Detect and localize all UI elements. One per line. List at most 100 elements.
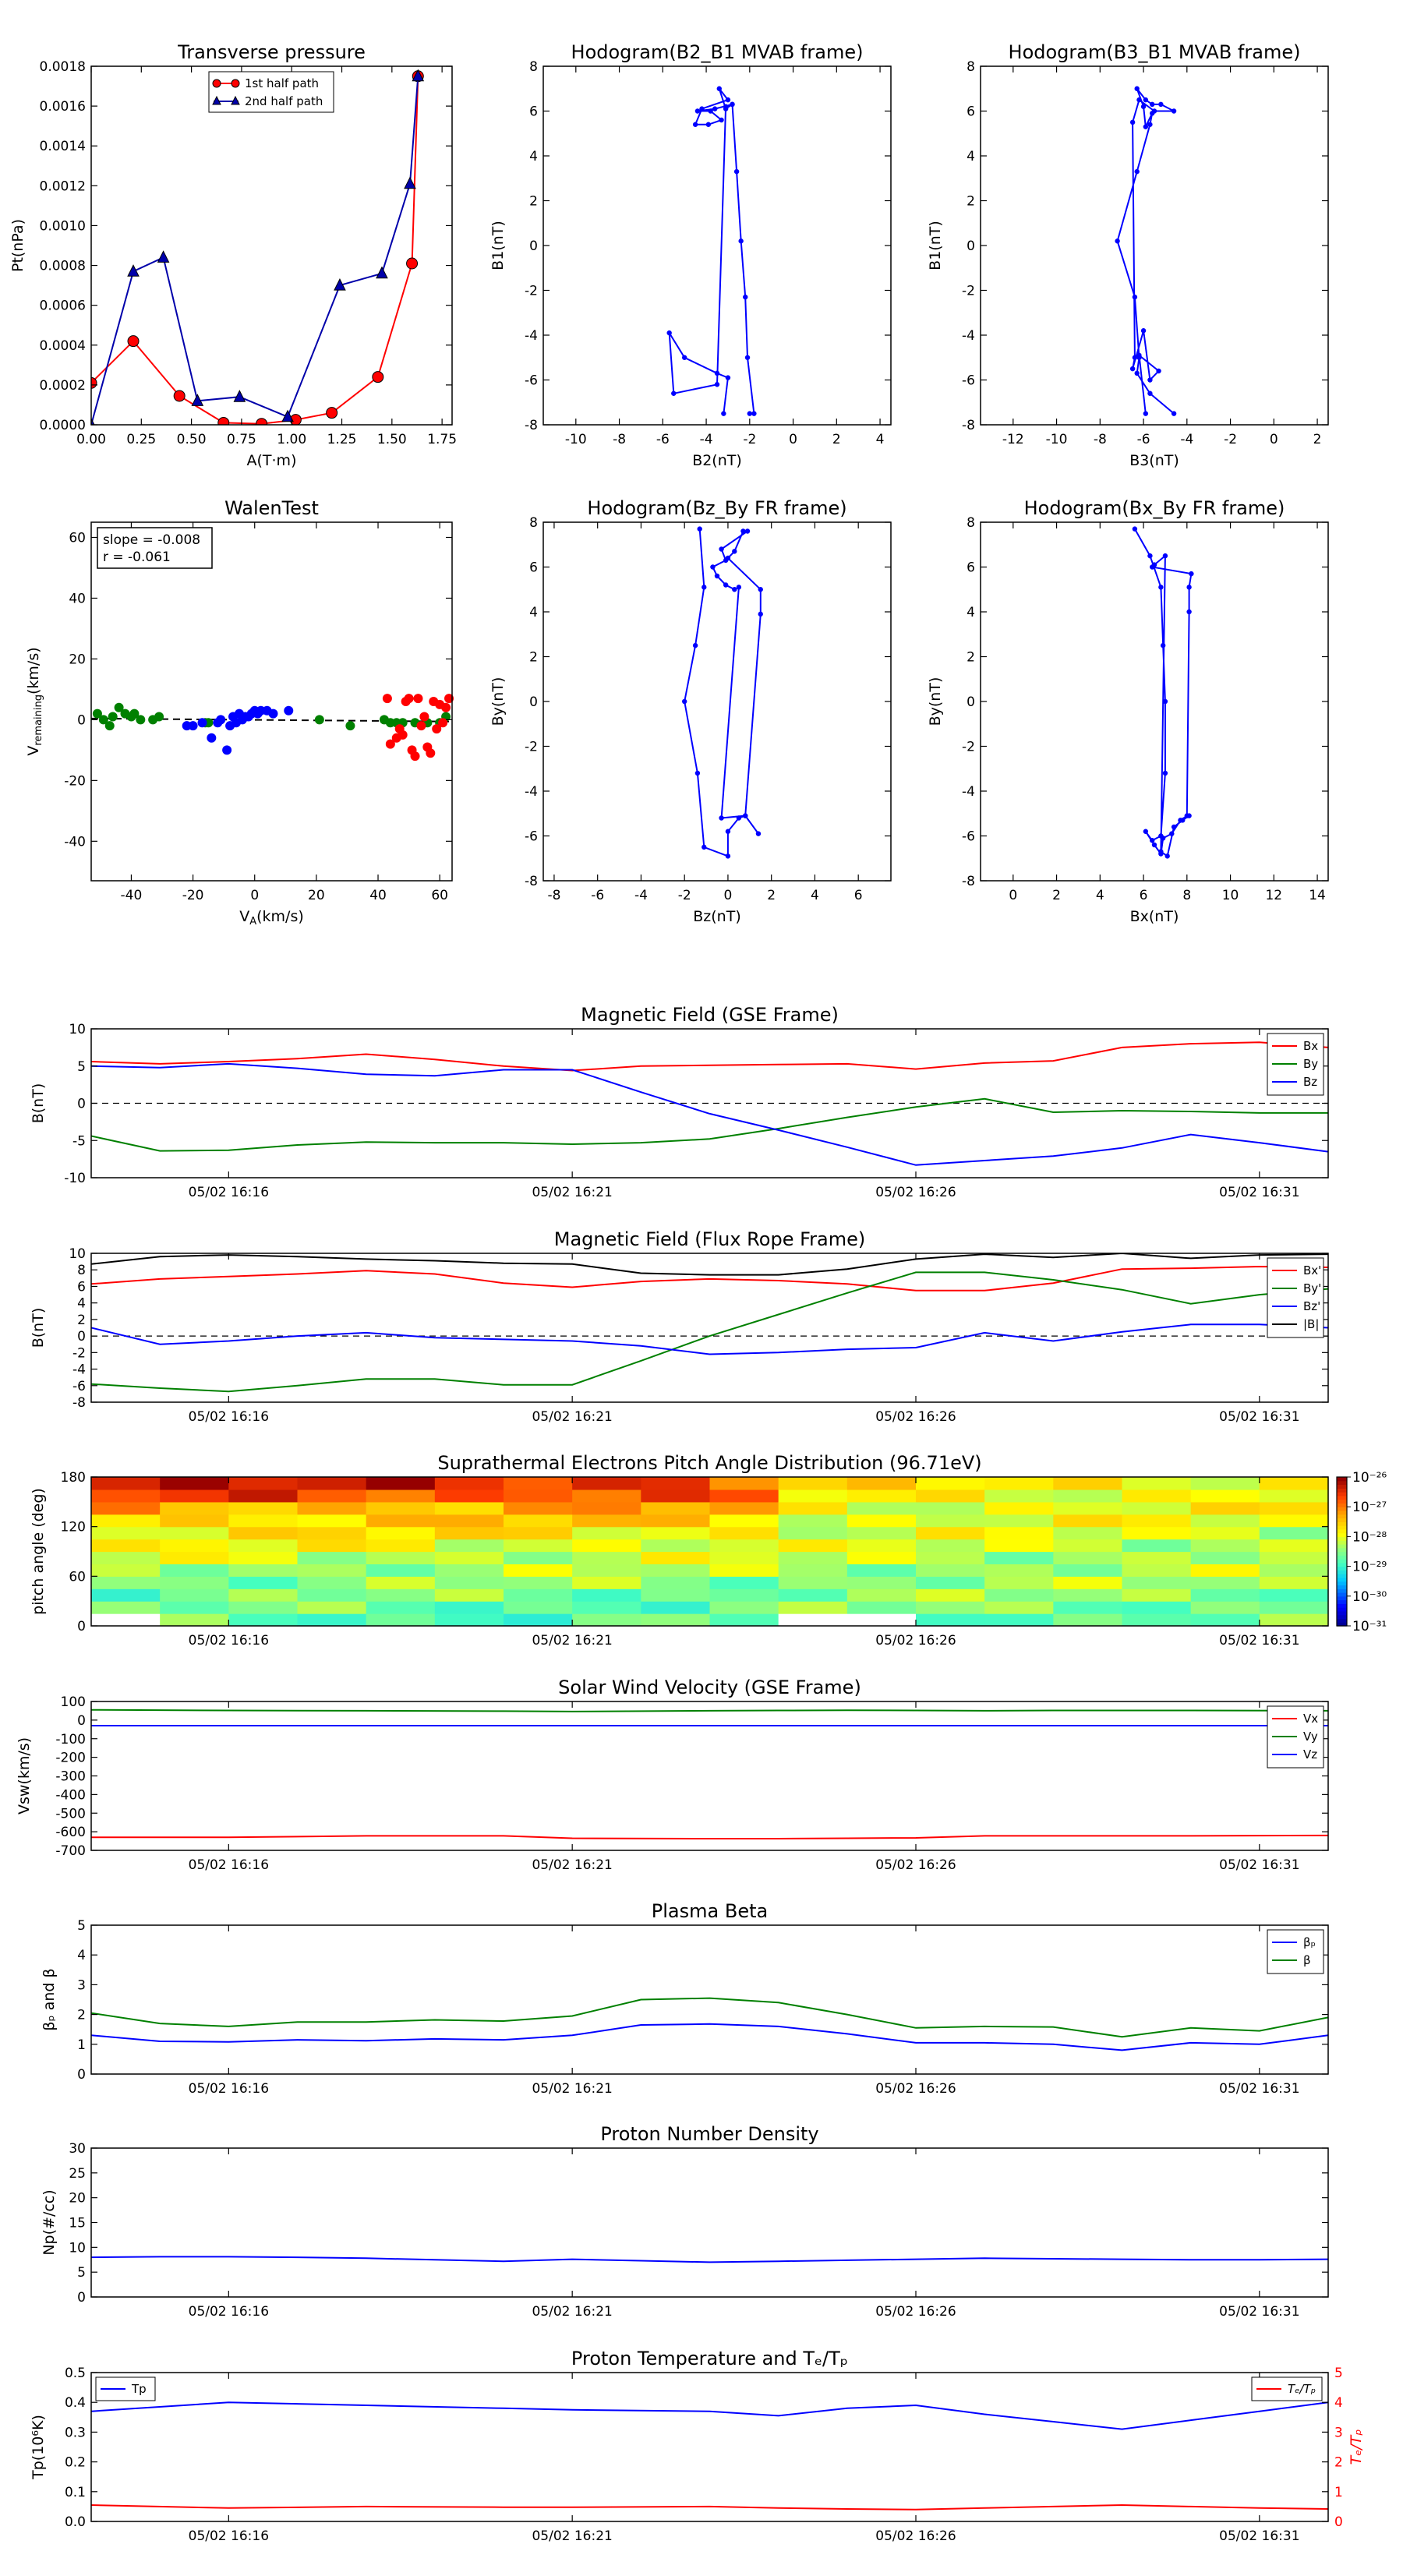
y-tick-label: -500 [55,1806,86,1822]
colorbar-segment [1337,1499,1347,1504]
y-tick-label: 0 [77,2067,86,2083]
data-point [758,611,763,617]
y-tick-label: 0 [77,1329,86,1345]
timeseries-chart-mag_gse: 05/02 16:16 05/02 16:21 05/02 16:26 05/02 1… [30,1004,1329,1200]
x-tick-label: 20 [308,888,325,903]
data-point [256,418,268,425]
heatmap-cell [504,1576,573,1589]
heatmap-cell [504,1501,573,1515]
y-tick-label: -10 [64,1171,86,1186]
data-point [412,69,425,82]
data-point [1186,813,1192,818]
data-point [712,106,718,111]
legend-label: Tp [131,2382,147,2396]
heatmap-cell [1122,1514,1192,1528]
y-tick-label: 0 [77,1713,86,1729]
y-axis-label: βₚ and β [41,1968,58,2030]
colorbar-segment [1337,1555,1347,1560]
legend-label: By' [1303,1281,1321,1295]
data-point [747,411,753,416]
y-tick-label: -6 [72,1379,86,1394]
heatmap-cell [709,1526,779,1540]
data-point [1186,585,1192,590]
data-point [1162,770,1168,776]
y-tick-label: -5 [72,1133,86,1149]
x-tick-label: 05/02 16:21 [532,1633,612,1648]
plot-frame [90,1701,1329,1851]
colorbar-segment [1337,1547,1347,1553]
data-point [1158,849,1164,854]
colorbar-segment [1337,1595,1347,1601]
legend-label: βₚ [1303,1935,1316,1949]
y-axis-label: By(nT) [489,677,507,726]
data-point [114,702,124,712]
y-tick-label: -200 [55,1751,86,1766]
heatmap-cell [709,1514,779,1528]
heatmap-cell [228,1514,299,1528]
y-tick-label: 2 [77,1313,86,1328]
heatmap-cell [504,1588,573,1602]
y-tick-label: -2 [962,284,975,299]
data-point [136,715,146,725]
data-point [441,702,451,712]
heatmap-cell [1122,1551,1192,1565]
heatmap-cell [1122,1477,1192,1490]
data-point [1158,101,1164,108]
legend-label: Tₑ/Tₚ [1288,2382,1316,2396]
data-point [1134,86,1140,91]
x-tick-label: 0.50 [177,432,207,447]
heatmap-cell [641,1601,711,1614]
x-tick-label: 2 [767,888,776,903]
heatmap-cell [1190,1576,1260,1589]
hodogram-chart-h1: -10 -8 -6 -4 -2 0 2 4 -8 -6 -4 -2 0 2 4 6 8 Hodogram(B2_B… [489,41,892,469]
heatmap-cell [366,1601,436,1614]
y-tick-label: 8 [77,1263,86,1278]
heatmap-cell [984,1501,1054,1515]
legend-box [1251,2376,1323,2401]
x-tick-label: -8 [547,888,560,903]
legend: Bx By Bz [1267,1033,1324,1096]
heatmap-cell [1053,1539,1123,1553]
x-tick-label: 05/02 16:21 [532,1857,612,1873]
heatmap-cell [984,1477,1054,1490]
heatmap-cell [91,1576,161,1589]
heatmap-cell [778,1477,848,1490]
heatmap-cell [641,1501,711,1515]
y-tick-label: -300 [55,1769,86,1785]
x-tick-label: 1.00 [277,432,306,447]
colorbar-segment [1337,1570,1347,1574]
y-tick-label: 20 [69,652,86,667]
heatmap-cell [572,1576,641,1589]
y-tick-label: 0.5 [65,2366,86,2381]
x-tick-label: 05/02 16:26 [875,2304,956,2320]
series-first-half-path [91,70,424,425]
x-axis-label: B3(nT) [1129,452,1179,469]
chart-title: Hodogram(B3_B1 MVAB frame) [1009,41,1301,63]
x-tick-label: -12 [1002,432,1024,447]
y-tick-label: 8 [529,515,538,531]
y-tick-label: -8 [525,874,538,889]
legend: βₚ β [1267,1929,1324,1974]
heatmap-cell [572,1477,641,1490]
heatmap-cell [1190,1613,1260,1627]
heatmap-cell [916,1601,985,1614]
hodogram-series [681,526,763,859]
chart-title: Transverse pressure [177,41,366,63]
data-point [438,718,448,728]
data-point [714,573,720,579]
x-tick-label: 6 [854,888,863,903]
x-tick-label: 0 [250,888,259,903]
data-point [127,264,140,277]
data-point [1136,97,1142,103]
y-tick-label: -4 [962,328,975,344]
heatmap-cell [1190,1526,1260,1540]
heatmap-cell [1122,1526,1192,1540]
x-tick-label: 1.50 [377,432,407,447]
x-axis-label: VA(km/s) [239,908,304,928]
data-point [385,739,395,749]
r-label: r = -0.061 [103,549,171,565]
data-point [419,712,429,722]
data-point [398,730,408,740]
heatmap-cell [1122,1588,1192,1602]
